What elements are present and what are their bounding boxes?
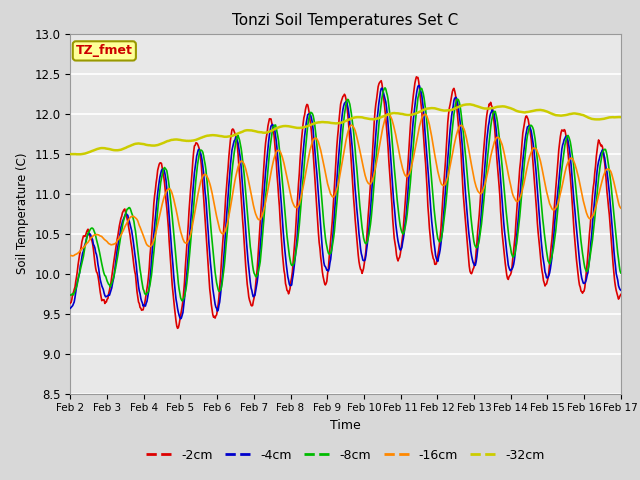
Y-axis label: Soil Temperature (C): Soil Temperature (C) <box>16 153 29 275</box>
Title: Tonzi Soil Temperatures Set C: Tonzi Soil Temperatures Set C <box>232 13 459 28</box>
Text: TZ_fmet: TZ_fmet <box>76 44 132 58</box>
X-axis label: Time: Time <box>330 419 361 432</box>
Legend: -2cm, -4cm, -8cm, -16cm, -32cm: -2cm, -4cm, -8cm, -16cm, -32cm <box>141 444 550 467</box>
